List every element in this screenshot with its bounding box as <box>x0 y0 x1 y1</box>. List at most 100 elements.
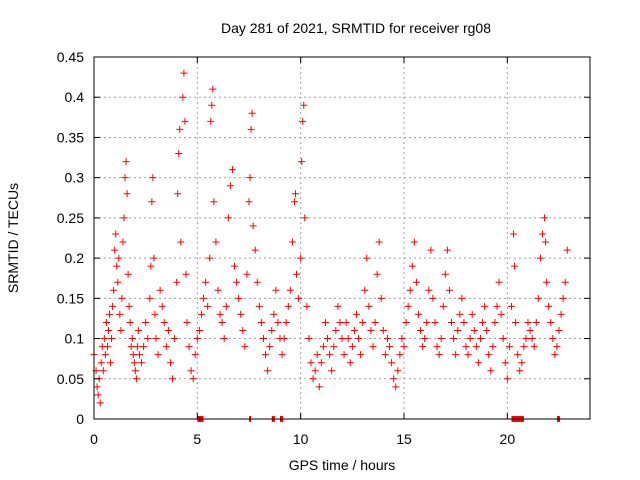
data-point <box>231 262 239 270</box>
data-point <box>207 117 215 125</box>
data-point <box>524 318 532 326</box>
data-point <box>233 278 241 286</box>
data-point <box>313 351 321 359</box>
data-point <box>493 302 501 310</box>
y-tick-label: 0.2 <box>65 250 85 266</box>
data-point <box>483 327 491 335</box>
data-point <box>435 351 443 359</box>
data-point <box>108 335 116 343</box>
data-point <box>158 302 166 310</box>
data-point <box>332 327 340 335</box>
data-point <box>181 117 189 125</box>
data-point <box>536 254 544 262</box>
data-point <box>185 343 193 351</box>
data-point <box>330 343 338 351</box>
data-point <box>396 351 404 359</box>
data-point <box>224 214 232 222</box>
data-point <box>468 310 476 318</box>
data-point <box>551 351 559 359</box>
data-point <box>512 318 520 326</box>
data-point <box>97 359 105 367</box>
data-point <box>326 351 334 359</box>
data-point <box>336 318 344 326</box>
data-point <box>239 327 247 335</box>
data-points <box>90 69 571 407</box>
x-tick-label: 0 <box>90 431 98 447</box>
data-point <box>200 294 208 302</box>
data-point <box>532 318 540 326</box>
data-point <box>491 318 499 326</box>
data-point <box>338 335 346 343</box>
data-point <box>248 109 256 117</box>
data-point <box>352 310 360 318</box>
data-point <box>334 302 342 310</box>
data-point <box>177 238 185 246</box>
data-point <box>125 302 133 310</box>
data-point <box>505 343 513 351</box>
data-point <box>235 294 243 302</box>
data-point <box>497 310 505 318</box>
data-point <box>375 238 383 246</box>
data-point <box>530 343 538 351</box>
data-point <box>101 351 109 359</box>
data-point <box>154 351 162 359</box>
data-point <box>292 190 299 198</box>
data-point <box>290 198 298 206</box>
data-point <box>182 270 190 278</box>
data-point <box>144 335 152 343</box>
data-point <box>495 278 503 286</box>
data-point <box>328 367 336 375</box>
data-point <box>214 286 222 294</box>
data-point <box>93 383 101 391</box>
data-point <box>107 359 115 367</box>
x-tick-label: 20 <box>500 431 516 447</box>
data-point <box>431 318 439 326</box>
data-point <box>222 302 230 310</box>
data-point <box>166 359 174 367</box>
data-point <box>534 294 542 302</box>
data-point <box>454 327 462 335</box>
data-point <box>538 230 546 238</box>
data-point <box>460 318 468 326</box>
data-point <box>425 286 433 294</box>
data-point <box>218 318 226 326</box>
data-point <box>257 318 265 326</box>
grid-lines <box>94 57 590 419</box>
data-point <box>419 343 427 351</box>
data-point <box>197 310 205 318</box>
data-point <box>114 278 122 286</box>
data-point <box>151 310 159 318</box>
data-point <box>324 335 332 343</box>
data-point <box>147 262 155 270</box>
data-point <box>255 302 263 310</box>
data-point <box>386 343 394 351</box>
data-point <box>458 294 466 302</box>
data-point <box>131 367 139 375</box>
data-point <box>423 318 431 326</box>
data-point <box>104 327 112 335</box>
x-axis-label: GPS time / hours <box>289 457 396 473</box>
data-point <box>392 383 400 391</box>
data-point <box>286 286 294 294</box>
data-point <box>542 238 550 246</box>
data-point <box>189 375 197 383</box>
data-point <box>149 174 157 182</box>
data-point <box>462 343 470 351</box>
data-point <box>421 335 429 343</box>
data-point <box>121 174 129 182</box>
data-point <box>342 318 350 326</box>
y-tick-label: 0 <box>76 411 84 427</box>
data-point <box>408 262 416 270</box>
data-point <box>476 335 484 343</box>
data-point <box>206 254 214 262</box>
data-point <box>228 166 236 174</box>
data-point <box>122 158 130 166</box>
data-point <box>202 278 210 286</box>
data-point <box>456 310 464 318</box>
data-point <box>499 335 507 343</box>
data-point <box>410 238 418 246</box>
y-tick-label: 0.4 <box>65 89 85 105</box>
data-point <box>138 359 146 367</box>
data-point <box>116 310 124 318</box>
